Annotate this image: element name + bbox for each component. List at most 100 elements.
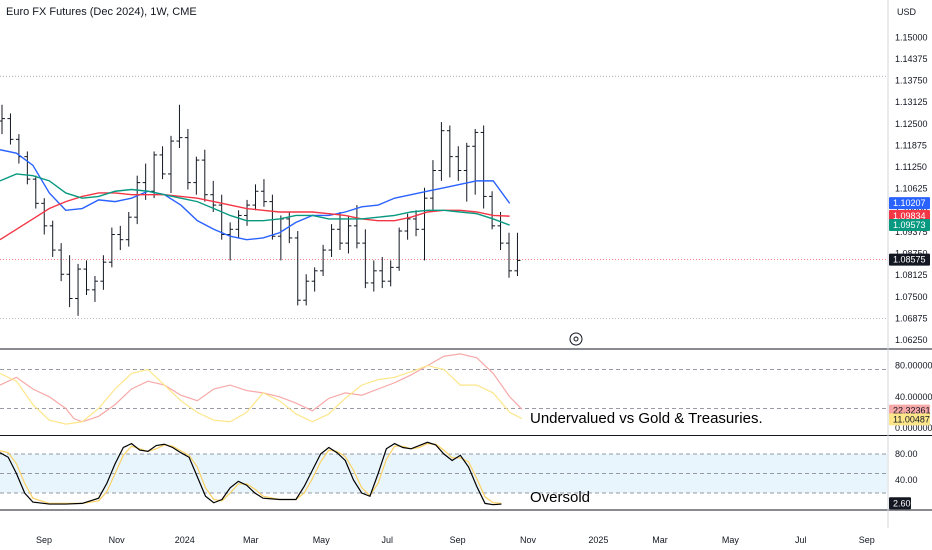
ohlc-bar[interactable]	[117, 225, 124, 251]
ohlc-bar[interactable]	[345, 215, 352, 254]
ohlc-bar[interactable]	[15, 134, 22, 164]
ohlc-bar[interactable]	[320, 244, 327, 276]
price-tick-label: 1.13125	[895, 97, 928, 107]
ohlc-bar[interactable]	[413, 210, 420, 237]
ohlc-bar[interactable]	[134, 175, 141, 225]
ohlc-bar[interactable]	[446, 125, 453, 178]
ohlc-bar[interactable]	[277, 215, 284, 261]
ohlc-bar[interactable]	[168, 135, 174, 193]
ohlc-bar[interactable]	[362, 229, 369, 289]
price-pane[interactable]	[0, 75, 887, 319]
ohlc-bar[interactable]	[227, 222, 234, 261]
ohlc-bar[interactable]	[328, 224, 335, 257]
price-tick-label: 1.13750	[895, 76, 928, 86]
ohlc-bar[interactable]	[260, 179, 267, 207]
price-tick-label: 1.10625	[895, 184, 928, 194]
ohlc-bar[interactable]	[184, 128, 191, 190]
ohlc-bar[interactable]	[337, 212, 343, 251]
ohlc-bar[interactable]	[311, 267, 318, 292]
valuation-annotation: Undervalued vs Gold & Treasuries.	[530, 410, 763, 427]
ohlc-bar[interactable]	[353, 205, 360, 249]
ohlc-bar[interactable]	[463, 142, 470, 202]
tag-label: 2.60	[893, 498, 911, 508]
moving-average-line	[0, 173, 510, 226]
ohlc-bar[interactable]	[235, 210, 242, 238]
ohlc-bar[interactable]	[269, 194, 276, 240]
ohlc-bar[interactable]	[100, 255, 107, 290]
ohlc-bar[interactable]	[370, 260, 377, 292]
moving-average-tag: 1.09834	[889, 210, 930, 223]
ohlc-bar[interactable]	[210, 180, 217, 212]
ohlc-bar[interactable]	[455, 146, 462, 181]
moving-average-tag: 1.09573	[889, 219, 930, 232]
moving-average-line	[0, 192, 510, 241]
ohlc-bar[interactable]	[176, 104, 183, 148]
tag-bg	[889, 219, 930, 232]
ohlc-bar[interactable]	[108, 227, 115, 268]
ohlc-bar[interactable]	[151, 151, 158, 199]
ohlc-bar[interactable]	[32, 175, 39, 209]
ohlc-bar[interactable]	[506, 232, 512, 278]
time-tick-label: Mar	[243, 535, 259, 545]
chart-title: Euro FX Futures (Dec 2024), 1W, CME	[6, 6, 197, 18]
valuation-tick-label: 40.00000	[895, 392, 932, 402]
time-axis[interactable]: Sep Nov 2024 Mar May Jul Sep Nov 2025 Mar May Jul Se…	[36, 535, 875, 545]
ohlc-bar[interactable]	[201, 149, 208, 202]
time-tick-label: 2024	[175, 535, 195, 545]
last-price-tag: 1.08575	[889, 253, 930, 266]
tag-bg	[889, 197, 930, 210]
ohlc-bar[interactable]	[438, 122, 445, 181]
price-tick-label: 1.11875	[895, 140, 927, 150]
price-axis[interactable]: USD 1.15000 1.14375 1.13750 1.13125 1.12500 1…	[889, 7, 932, 510]
price-tick-label: 1.11250	[895, 162, 927, 172]
ohlc-bar[interactable]	[379, 256, 386, 289]
moving-average-line	[0, 149, 511, 241]
ohlc-bar[interactable]	[514, 232, 521, 276]
eye-off-icon[interactable]	[569, 332, 583, 346]
price-tick-label: 1.06250	[895, 335, 928, 345]
ohlc-bar[interactable]	[159, 146, 166, 180]
valuation-pane[interactable]: Undervalued vs Gold & Treasuries.	[0, 353, 887, 427]
tag-label: 1.10207	[893, 198, 926, 208]
ohlc-bar[interactable]	[294, 231, 301, 306]
ohlc-bar[interactable]	[7, 113, 14, 145]
tag-label: 1.08575	[893, 255, 926, 265]
ohlc-bar[interactable]	[0, 104, 5, 135]
ohlc-bar[interactable]	[58, 243, 65, 282]
ohlc-bar[interactable]	[49, 220, 56, 257]
ohlc-bar[interactable]	[41, 198, 48, 235]
ohlc-bar[interactable]	[91, 276, 98, 302]
time-tick-label: Mar	[652, 535, 668, 545]
ohlc-bar[interactable]	[244, 199, 251, 226]
tag-bg	[889, 413, 930, 426]
ohlc-bar[interactable]	[489, 191, 496, 230]
ohlc-bar[interactable]	[252, 184, 259, 211]
ohlc-bar[interactable]	[387, 260, 394, 287]
ohlc-bar[interactable]	[125, 212, 132, 247]
ohlc-bar[interactable]	[66, 255, 73, 308]
ohlc-bar[interactable]	[396, 227, 403, 271]
time-tick-label: Sep	[859, 535, 875, 545]
stochastic-pane[interactable]: Oversold	[0, 441, 887, 506]
ohlc-bar[interactable]	[497, 212, 504, 251]
tag-label: 22.32361	[893, 406, 931, 416]
price-tick-label: 1.08125	[895, 270, 928, 280]
ohlc-bar[interactable]	[303, 274, 310, 306]
price-tick-label: 1.12500	[895, 119, 928, 129]
ohlc-bar[interactable]	[421, 187, 428, 261]
price-tick-label: 1.07500	[895, 292, 928, 302]
ohlc-bar[interactable]	[75, 263, 82, 316]
valuation-line	[0, 353, 523, 423]
ohlc-bar[interactable]	[193, 156, 200, 195]
stochastic-tick-label: 40.00	[895, 475, 918, 485]
ohlc-bar[interactable]	[472, 128, 479, 195]
ohlc-bar[interactable]	[83, 260, 90, 296]
tag-label: 11.00487	[893, 414, 930, 424]
stochastic-line	[0, 441, 502, 506]
time-tick-label: Sep	[450, 535, 466, 545]
ohlc-bar[interactable]	[429, 160, 436, 212]
ohlc-bar[interactable]	[480, 125, 487, 209]
grid-layer	[0, 0, 932, 528]
ohlc-bar[interactable]	[24, 151, 31, 185]
